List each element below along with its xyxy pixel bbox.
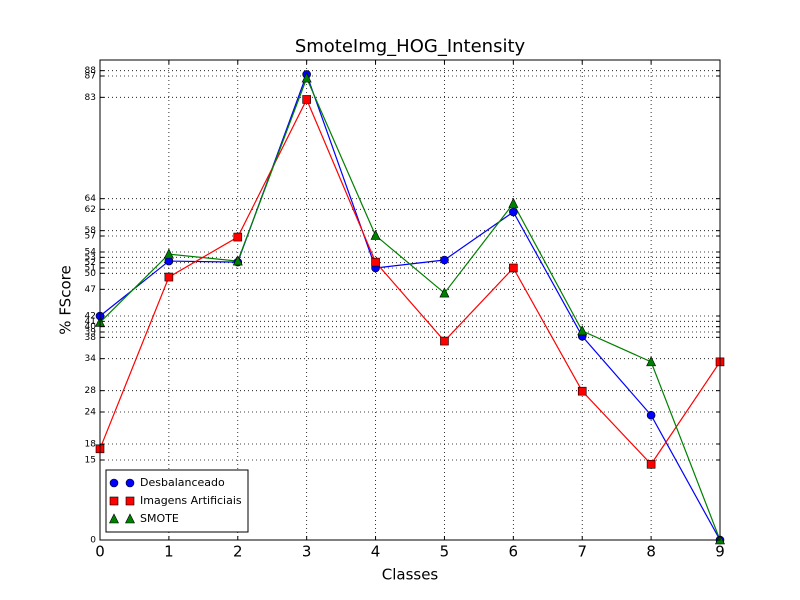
- y-tick-label: 39: [85, 328, 97, 338]
- marker: [233, 232, 243, 242]
- marker: [509, 263, 518, 273]
- y-tick-label: 42: [85, 312, 96, 322]
- marker: [646, 459, 656, 469]
- y-tick-label: 38: [85, 333, 97, 343]
- marker: [109, 513, 119, 524]
- y-tick-label: 88: [85, 66, 97, 76]
- x-tick-label: 6: [509, 543, 519, 561]
- x-tick-label: 8: [646, 543, 656, 561]
- y-tick-label: 64: [85, 194, 97, 204]
- x-tick-label: 1: [164, 543, 174, 561]
- marker: [577, 325, 588, 336]
- y-tick-label: 15: [85, 456, 96, 466]
- y-tick-label: 47: [85, 285, 96, 295]
- x-tick-label: 5: [440, 543, 450, 561]
- x-axis-label: Classes: [382, 566, 439, 584]
- marker: [646, 356, 657, 367]
- marker: [125, 496, 135, 506]
- y-tick-label: 52: [85, 258, 96, 268]
- y-axis-label: % FScore: [57, 265, 75, 334]
- y-tick-label: 87: [85, 72, 96, 82]
- marker: [440, 336, 449, 346]
- y-tick-label: 83: [85, 93, 96, 103]
- y-tick-label: 54: [85, 248, 97, 258]
- y-tick-label: 58: [85, 226, 97, 236]
- marker: [109, 496, 119, 506]
- x-tick-label: 7: [577, 543, 587, 561]
- y-tick-label: 53: [85, 253, 96, 263]
- x-tick-label: 3: [302, 543, 312, 561]
- marker: [439, 287, 450, 298]
- marker: [646, 410, 656, 420]
- marker: [302, 95, 311, 104]
- y-tick-label: 62: [85, 205, 96, 215]
- marker: [301, 72, 312, 83]
- marker: [371, 257, 380, 267]
- y-tick-label: 28: [85, 386, 97, 396]
- marker: [164, 272, 174, 282]
- y-tick-label: 51: [85, 264, 96, 274]
- y-tick-label: 41: [85, 317, 96, 327]
- chart-title: SmoteImg_HOG_Intensity: [295, 36, 526, 57]
- marker: [232, 255, 243, 266]
- marker: [125, 478, 135, 488]
- marker: [125, 513, 135, 524]
- x-tick-label: 2: [233, 543, 243, 561]
- marker: [509, 207, 518, 217]
- plot-frame: [99, 59, 721, 541]
- y-tick-label: 50: [85, 269, 97, 279]
- legend-label: Imagens Artificiais: [140, 494, 242, 507]
- y-tick-label: 40: [85, 322, 97, 332]
- y-tick-label: 0: [90, 536, 96, 546]
- marker: [508, 197, 519, 208]
- x-tick-label: 0: [95, 543, 105, 561]
- y-tick-label: 24: [85, 408, 97, 418]
- marker: [163, 248, 174, 259]
- marker: [440, 255, 449, 265]
- legend-label: SMOTE: [140, 512, 179, 525]
- x-tick-label: 4: [371, 543, 381, 561]
- y-tick-label: 18: [85, 440, 97, 450]
- x-tick-label: 9: [715, 543, 725, 561]
- marker: [370, 229, 381, 240]
- y-tick-label: 57: [85, 232, 96, 242]
- y-tick-label: 34: [85, 354, 97, 364]
- marker: [577, 386, 587, 396]
- series-line: [99, 76, 721, 541]
- legend-label: Desbalanceado: [140, 476, 225, 489]
- marker: [109, 478, 119, 488]
